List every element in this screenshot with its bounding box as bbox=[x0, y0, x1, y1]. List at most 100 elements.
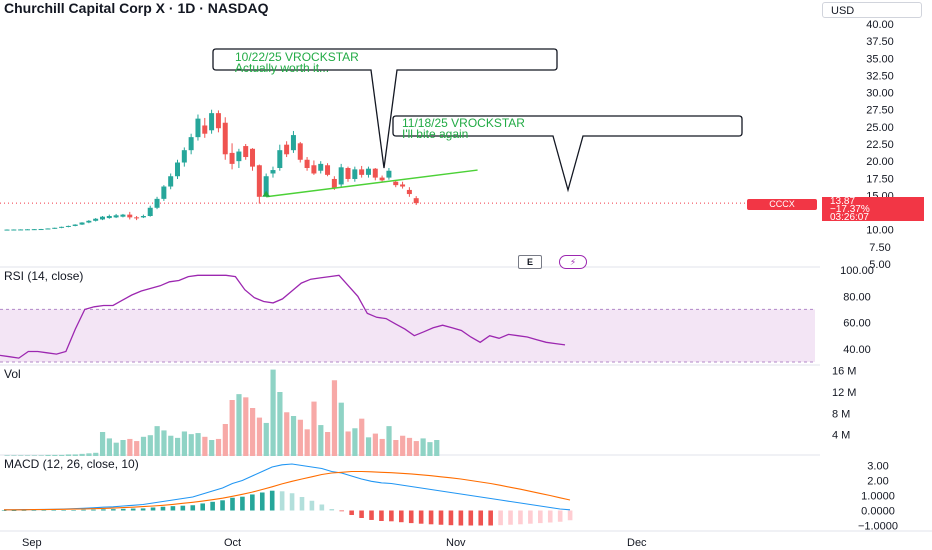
macd-histogram-bar bbox=[547, 510, 553, 523]
macd-histogram-bar bbox=[339, 510, 345, 512]
bolt-icon[interactable]: ⚡ bbox=[559, 255, 587, 269]
currency-selector[interactable]: USD bbox=[822, 2, 922, 18]
price-tick-label: 30.00 bbox=[866, 88, 894, 100]
earnings-badge[interactable]: E bbox=[518, 255, 542, 269]
macd-axis[interactable]: 3.00 2.00 1.0000 0.0000 −1.0000 bbox=[858, 461, 898, 533]
rsi-axis[interactable]: 100.00 80.00 60.00 40.00 bbox=[840, 265, 874, 356]
candle-body bbox=[338, 167, 344, 185]
macd-histogram-bar bbox=[379, 510, 384, 521]
volume-bar bbox=[256, 417, 263, 456]
macd-histogram-bar bbox=[61, 510, 66, 511]
candle-body bbox=[24, 229, 30, 231]
price-tick-label: 17.50 bbox=[866, 173, 894, 185]
volume-bar bbox=[106, 438, 112, 456]
volume-tick-label: 16 M bbox=[832, 366, 856, 378]
macd-histogram-bar bbox=[160, 506, 166, 511]
macd-histogram-bar bbox=[140, 508, 146, 511]
macd-signal-line[interactable] bbox=[4, 470, 571, 511]
macd-histogram-bar bbox=[130, 508, 136, 511]
annotation-callout-2-line1: 11/18/25 VROCKSTAR bbox=[402, 116, 525, 130]
candle-body bbox=[175, 162, 180, 177]
macd-histogram-bar bbox=[389, 510, 394, 522]
price-tick-label: 5.00 bbox=[869, 259, 890, 271]
candle-body bbox=[365, 168, 371, 175]
candle-body bbox=[352, 169, 358, 179]
annotation-callout-2-line2: I'll bite again bbox=[402, 127, 468, 141]
macd-tick-label: 0.0000 bbox=[861, 506, 895, 518]
time-label-dec: Dec bbox=[627, 537, 647, 549]
macd-histogram-bar bbox=[458, 510, 464, 526]
macd-title[interactable]: MACD (12, 26, close, 10) bbox=[4, 457, 139, 471]
volume-tick-label: 8 M bbox=[832, 408, 850, 420]
candle-body bbox=[331, 178, 337, 188]
candle-body bbox=[59, 226, 65, 228]
candlestick-series[interactable] bbox=[4, 109, 419, 231]
candle-body bbox=[195, 118, 201, 138]
candle-body bbox=[161, 186, 167, 199]
macd-histogram-bar bbox=[269, 490, 275, 511]
candle-body bbox=[250, 148, 256, 167]
volume-bar bbox=[365, 437, 372, 456]
candle-body bbox=[134, 217, 140, 219]
volume-bar bbox=[181, 431, 188, 456]
volume-bar bbox=[65, 454, 72, 456]
macd-histogram-bar bbox=[448, 510, 454, 526]
rsi-line[interactable] bbox=[0, 274, 566, 359]
candle-body bbox=[127, 214, 133, 218]
volume-axis[interactable]: 16 M 12 M 8 M 4 M bbox=[832, 366, 856, 442]
volume-title[interactable]: Vol bbox=[4, 367, 21, 381]
volume-bar bbox=[325, 432, 331, 456]
macd-histogram-bar bbox=[111, 509, 116, 511]
volume-bar bbox=[209, 440, 215, 456]
macd-histogram[interactable] bbox=[1, 490, 573, 526]
rsi-title[interactable]: RSI (14, close) bbox=[4, 269, 83, 283]
macd-histogram-bar bbox=[51, 510, 57, 511]
macd-histogram-bar bbox=[428, 510, 434, 525]
macd-histogram-bar bbox=[41, 510, 47, 511]
candle-body bbox=[65, 225, 71, 227]
macd-histogram-bar bbox=[220, 500, 225, 511]
time-axis[interactable]: Sep Oct Nov Dec bbox=[22, 537, 647, 549]
candle-body bbox=[386, 170, 392, 178]
candle-body bbox=[215, 113, 221, 129]
volume-bar bbox=[318, 425, 324, 456]
volume-tick-label: 4 M bbox=[832, 430, 850, 442]
rsi-tick-label: 40.00 bbox=[843, 344, 871, 356]
macd-tick-label: 2.00 bbox=[867, 476, 888, 488]
volume-bar bbox=[127, 438, 133, 456]
candle-body bbox=[209, 113, 215, 131]
candle-body bbox=[318, 163, 324, 171]
annotation-callout-2-shape bbox=[392, 115, 743, 193]
volume-bar bbox=[215, 438, 222, 456]
macd-histogram-bar bbox=[398, 510, 404, 523]
candle-body bbox=[372, 168, 378, 178]
volume-bar bbox=[406, 437, 413, 456]
volume-bar bbox=[250, 408, 256, 456]
annotation-callout-1-line1: 10/22/25 VROCKSTAR bbox=[235, 50, 359, 64]
candle-body bbox=[297, 143, 303, 160]
macd-histogram-bar bbox=[91, 509, 96, 511]
price-tick-label: 32.50 bbox=[866, 70, 894, 82]
trendline[interactable] bbox=[266, 169, 478, 198]
volume-bar bbox=[175, 437, 181, 456]
candle-body bbox=[93, 218, 99, 221]
candle-body bbox=[106, 216, 112, 219]
macd-line[interactable] bbox=[4, 463, 571, 511]
candle-body bbox=[38, 229, 44, 231]
macd-tick-label: −1.0000 bbox=[858, 521, 898, 533]
volume-series[interactable] bbox=[4, 369, 440, 456]
volume-bar bbox=[86, 453, 92, 456]
macd-histogram-bar bbox=[299, 497, 305, 511]
macd-tick-label: 1.0000 bbox=[861, 491, 895, 503]
annotation-callout-2[interactable]: 11/18/25 VROCKSTAR I'll bite again bbox=[392, 115, 743, 193]
candle-body bbox=[99, 216, 105, 220]
macd-histogram-bar bbox=[21, 510, 27, 511]
candle-body bbox=[72, 224, 78, 226]
candle-body bbox=[229, 152, 235, 164]
candle-body bbox=[188, 137, 194, 151]
price-axis[interactable]: 40.00 37.50 35.00 32.50 30.00 27.50 25.00 22.50… bbox=[866, 19, 894, 271]
volume-bar bbox=[331, 380, 338, 456]
annotation-callout-1[interactable]: 10/22/25 VROCKSTAR Actually worth it... bbox=[212, 48, 558, 169]
volume-bar bbox=[359, 418, 365, 456]
